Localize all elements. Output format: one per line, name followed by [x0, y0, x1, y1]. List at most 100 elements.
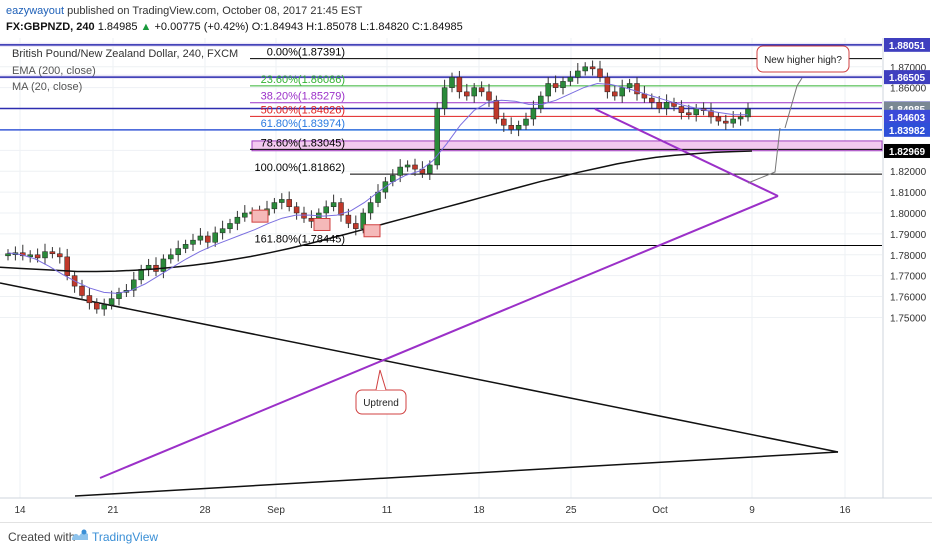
- price-tick-label: 1.86000: [890, 84, 927, 95]
- chart-header: eazywayout published on TradingView.com,…: [0, 0, 932, 38]
- candle-body: [649, 97, 655, 103]
- candle-body: [486, 91, 492, 101]
- publish-date: , October 08, 2017 21:45 EST: [216, 5, 363, 17]
- price-tick-label: 1.75000: [890, 313, 927, 324]
- candle-body: [538, 95, 544, 109]
- price-chart[interactable]: 0.00%(1.87391) 23.60%(1.86086) 38.20%(1.85…: [0, 38, 932, 522]
- author-link[interactable]: eazywayout: [6, 5, 65, 17]
- price-tick-label: 1.81000: [890, 188, 927, 199]
- legend-ma: MA (20, close): [12, 81, 82, 93]
- time-tick-label: Sep: [267, 505, 285, 516]
- candle-body: [49, 251, 56, 254]
- candle-body: [168, 254, 174, 260]
- candle-body: [478, 87, 485, 93]
- candle-body: [404, 164, 411, 168]
- candle-body: [619, 87, 625, 97]
- annotations: New higher high? Uptrend: [251, 45, 850, 415]
- price-tick-label: 1.80000: [890, 209, 927, 220]
- publish-line: eazywayout published on TradingView.com,…: [6, 5, 362, 17]
- price-tick-label: 1.82000: [890, 167, 927, 178]
- candle-body: [663, 102, 670, 109]
- price-tick-label: 1.77000: [890, 272, 927, 283]
- callout-uptrend: Uptrend: [363, 398, 399, 409]
- candle-body: [501, 118, 507, 126]
- candle-body: [64, 256, 70, 276]
- candle-body: [338, 202, 344, 216]
- candle-body: [449, 76, 455, 88]
- tradingview-brand[interactable]: TradingView: [92, 530, 159, 544]
- time-tick-label: 28: [199, 505, 211, 516]
- downtrend-line: [0, 282, 839, 453]
- candle-body: [160, 258, 167, 272]
- candle-body: [353, 223, 359, 229]
- candle-body: [545, 83, 551, 97]
- candle-body: [745, 108, 751, 118]
- horizontal-levels: [0, 44, 882, 246]
- touch-marker: [313, 217, 331, 231]
- candle-body: [42, 251, 48, 259]
- created-with-label: Created with: [8, 530, 76, 544]
- triangle-upper-line: [594, 108, 779, 197]
- candle-body: [434, 108, 440, 166]
- up-arrow-icon: ▲: [140, 21, 152, 33]
- candle-body: [626, 83, 633, 88]
- candle-body: [242, 212, 248, 218]
- uptrend-line: [99, 195, 779, 479]
- price-tick-label: 1.87000: [890, 63, 927, 74]
- candle-body: [5, 253, 11, 257]
- base-line: [74, 451, 839, 497]
- candle-body: [575, 70, 581, 78]
- candle-body: [686, 112, 692, 116]
- legend-ema: EMA (200, close): [12, 65, 96, 77]
- candle-body: [730, 118, 736, 124]
- candle-body: [116, 292, 122, 299]
- price-tag-bg: [884, 38, 930, 52]
- candle-body: [471, 87, 477, 97]
- candle-body: [131, 279, 137, 291]
- candle-body: [693, 108, 699, 116]
- candle-body: [308, 217, 315, 222]
- candle-body: [286, 199, 292, 207]
- price-tags: 1.880511.865051.850001.8498502:14:191.84…: [884, 38, 930, 158]
- candle-body: [708, 110, 714, 118]
- candle-body: [715, 116, 722, 122]
- price-tag: 1.82969: [889, 147, 926, 158]
- candle-body: [234, 216, 241, 224]
- time-axis[interactable]: 14 21 28 Sep 11 18 25 Oct 9 16: [14, 505, 851, 516]
- time-tick-label: 11: [382, 505, 393, 516]
- fib-label: 50.00%(1.84626): [261, 104, 345, 116]
- candle-body: [360, 212, 366, 229]
- candle-body: [271, 202, 278, 210]
- time-tick-label: 9: [749, 505, 755, 516]
- projection-path: [747, 127, 781, 184]
- site-link[interactable]: TradingView.com: [132, 5, 217, 17]
- touch-marker: [363, 224, 381, 238]
- candle-body: [182, 244, 189, 249]
- callout-higher-high-box: [756, 45, 850, 73]
- trendlines: [0, 108, 839, 497]
- candle-body: [656, 102, 662, 109]
- candle-body: [427, 164, 433, 174]
- last-price: 1.84985: [97, 21, 138, 33]
- candle-body: [293, 206, 300, 214]
- candle-body: [101, 304, 107, 310]
- candle-body: [737, 116, 744, 120]
- candle-body: [678, 106, 685, 113]
- candle-body: [515, 125, 522, 130]
- price-tick-label: 1.79000: [890, 230, 927, 241]
- candle-body: [175, 248, 181, 256]
- symbol-line: FX:GBPNZD, 240 1.84985 ▲ +0.00775 (+0.42…: [6, 21, 463, 33]
- touch-marker: [251, 209, 269, 223]
- price-change: +0.00775 (+0.42%): [154, 21, 249, 33]
- symbol-name: FX:GBPNZD, 240: [6, 21, 95, 33]
- candle-body: [493, 99, 500, 120]
- tradingview-logo-icon: [72, 529, 88, 540]
- candle-body: [612, 91, 618, 97]
- fib-labels: 0.00%(1.87391) 23.60%(1.86086) 38.20%(1.85…: [254, 47, 345, 246]
- candle-body: [301, 212, 307, 219]
- candle-body: [138, 269, 144, 281]
- candle-body: [227, 223, 233, 229]
- price-tag: 1.84603: [889, 113, 926, 124]
- fib-label: 78.60%(1.83045): [261, 137, 345, 149]
- fib-label: 161.80%(1.78445): [254, 233, 345, 245]
